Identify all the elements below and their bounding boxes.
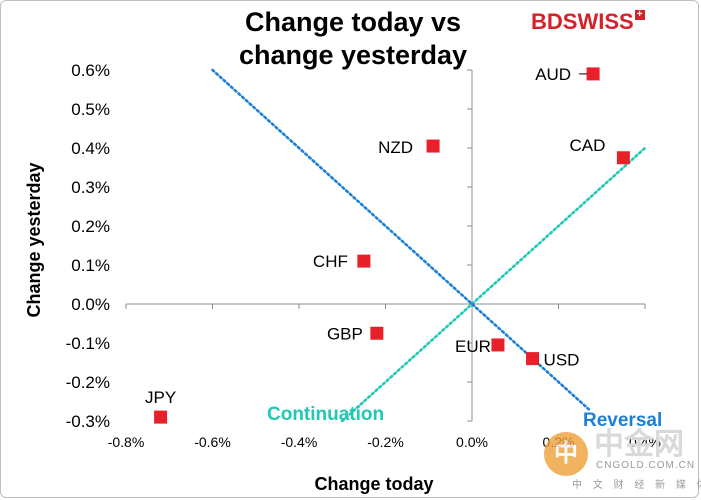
point-label-cad: CAD [569, 136, 605, 155]
continuation-label: Continuation [267, 404, 384, 425]
data-points: AUD NZD CAD CHF GBP EUR USD JPY [145, 65, 630, 424]
point-label-gbp: GBP [327, 324, 363, 343]
x-tick-label: -0.4% [281, 434, 318, 450]
point-gbp [370, 326, 384, 340]
point-chf [357, 254, 371, 268]
bdswiss-logo-text: BDSWISS [531, 9, 634, 34]
cngold-logo-icon: 中 [544, 432, 588, 476]
y-tick-label: -0.3% [66, 412, 110, 431]
point-label-aud: AUD [535, 65, 571, 84]
y-tick-label: 0.1% [71, 256, 110, 275]
x-tick-label: 0.4% [629, 434, 661, 450]
y-axis-title: Change yesterday [24, 162, 44, 317]
watermark-tagline: 中 文 财 经 新 媒 体 [572, 480, 701, 491]
trend-line-continuation [340, 146, 647, 423]
watermark-brand: 中金网 [594, 428, 684, 461]
bdswiss-logo: BDSWISS + [531, 10, 645, 34]
trend-lines [211, 68, 647, 423]
point-label-chf: CHF [313, 252, 348, 271]
point-eur [491, 338, 505, 352]
watermark-domain: CNGOLD.COM.CN [596, 460, 696, 471]
point-aud [586, 67, 600, 81]
chart-title: Change today vs change yesterday [200, 6, 506, 72]
point-label-nzd: NZD [378, 138, 413, 157]
x-axis-title: Change today [314, 474, 433, 494]
point-jpy [154, 410, 168, 424]
x-tick-label: -0.6% [194, 434, 231, 450]
y-tick-label: 0.5% [71, 100, 110, 119]
point-label-eur: EUR [455, 337, 491, 356]
swiss-cross-icon: + [634, 10, 645, 20]
y-tick-label: -0.2% [66, 373, 110, 392]
x-tick-label: -0.8% [108, 434, 145, 450]
point-usd [526, 352, 540, 366]
axis-labels: Continuation Reversal Change today Change y… [24, 162, 662, 494]
point-label-usd: USD [544, 351, 580, 370]
y-tick-label: 0.6% [71, 61, 110, 80]
reversal-label: Reversal [583, 410, 662, 431]
cngold-watermark: 中 中金网 CNGOLD.COM.CN 中 文 财 经 新 媒 体 [542, 426, 701, 492]
chart-title-line-1: Change today vs [244, 7, 462, 37]
point-nzd [426, 139, 440, 153]
y-tick-label: 0.0% [71, 295, 110, 314]
x-tick-label: 0.0% [456, 434, 488, 450]
y-tick-label: 0.4% [71, 139, 110, 158]
point-cad [616, 151, 630, 165]
y-tick-label: 0.2% [71, 217, 110, 236]
y-tick-label: 0.3% [71, 178, 110, 197]
y-tick-label: -0.1% [66, 334, 110, 353]
chart-title-line-2: change yesterday [238, 40, 468, 70]
point-label-jpy: JPY [145, 388, 176, 407]
x-tick-label: -0.2% [367, 434, 404, 450]
